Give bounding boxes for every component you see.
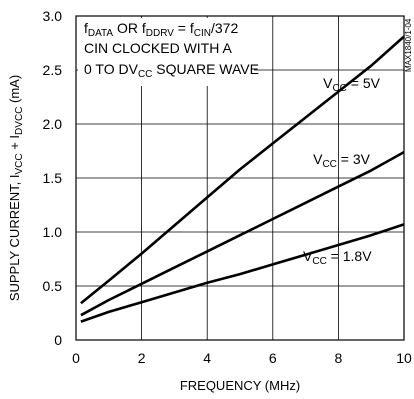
series-lines	[80, 35, 405, 323]
series-line-3	[80, 223, 405, 323]
series-label-2: VCC = 3V	[313, 151, 371, 170]
x-tick-label: 0	[72, 350, 80, 366]
y-tick-label: 1.5	[43, 170, 63, 186]
y-tick-label: 0	[54, 332, 62, 348]
x-tick-label: 10	[396, 350, 412, 366]
y-tick-label: 0.5	[43, 278, 63, 294]
x-tick-label: 2	[138, 350, 146, 366]
series-labels: VCC = 5V VCC = 3V VCC = 1.8V	[303, 75, 381, 267]
y-axis-label: SUPPLY CURRENT, IVCC + IDVCC (mA)	[7, 75, 25, 301]
tick-labels: 0 2 4 6 8 10 0 0.5 1.0 1.5 2.0 2.5 3.0	[43, 8, 412, 366]
x-tick-label: 6	[269, 350, 277, 366]
y-tick-label: 2.5	[43, 62, 63, 78]
y-tick-label: 3.0	[43, 8, 63, 24]
series-line-2	[80, 150, 405, 317]
y-tick-label: 2.0	[43, 116, 63, 132]
x-tick-label: 4	[203, 350, 211, 366]
figure-code-tag: MAX1840/1-04	[404, 18, 413, 72]
series-label-3: VCC = 1.8V	[303, 248, 372, 267]
plot-frame	[75, 15, 405, 341]
series-line-1	[80, 35, 405, 305]
y-tick-label: 1.0	[43, 224, 63, 240]
conditions-line-2: CIN CLOCKED WITH A	[84, 40, 232, 56]
conditions-line-3: 0 TO DVCC SQUARE WAVE	[84, 61, 259, 80]
series-label-1: VCC = 5V	[323, 75, 381, 94]
x-axis-label: FREQUENCY (MHz)	[180, 378, 300, 393]
conditions-line-1: fDATA OR fDDRV = fCIN/372	[84, 20, 238, 39]
x-tick-label: 8	[335, 350, 343, 366]
conditions-box	[78, 18, 254, 86]
